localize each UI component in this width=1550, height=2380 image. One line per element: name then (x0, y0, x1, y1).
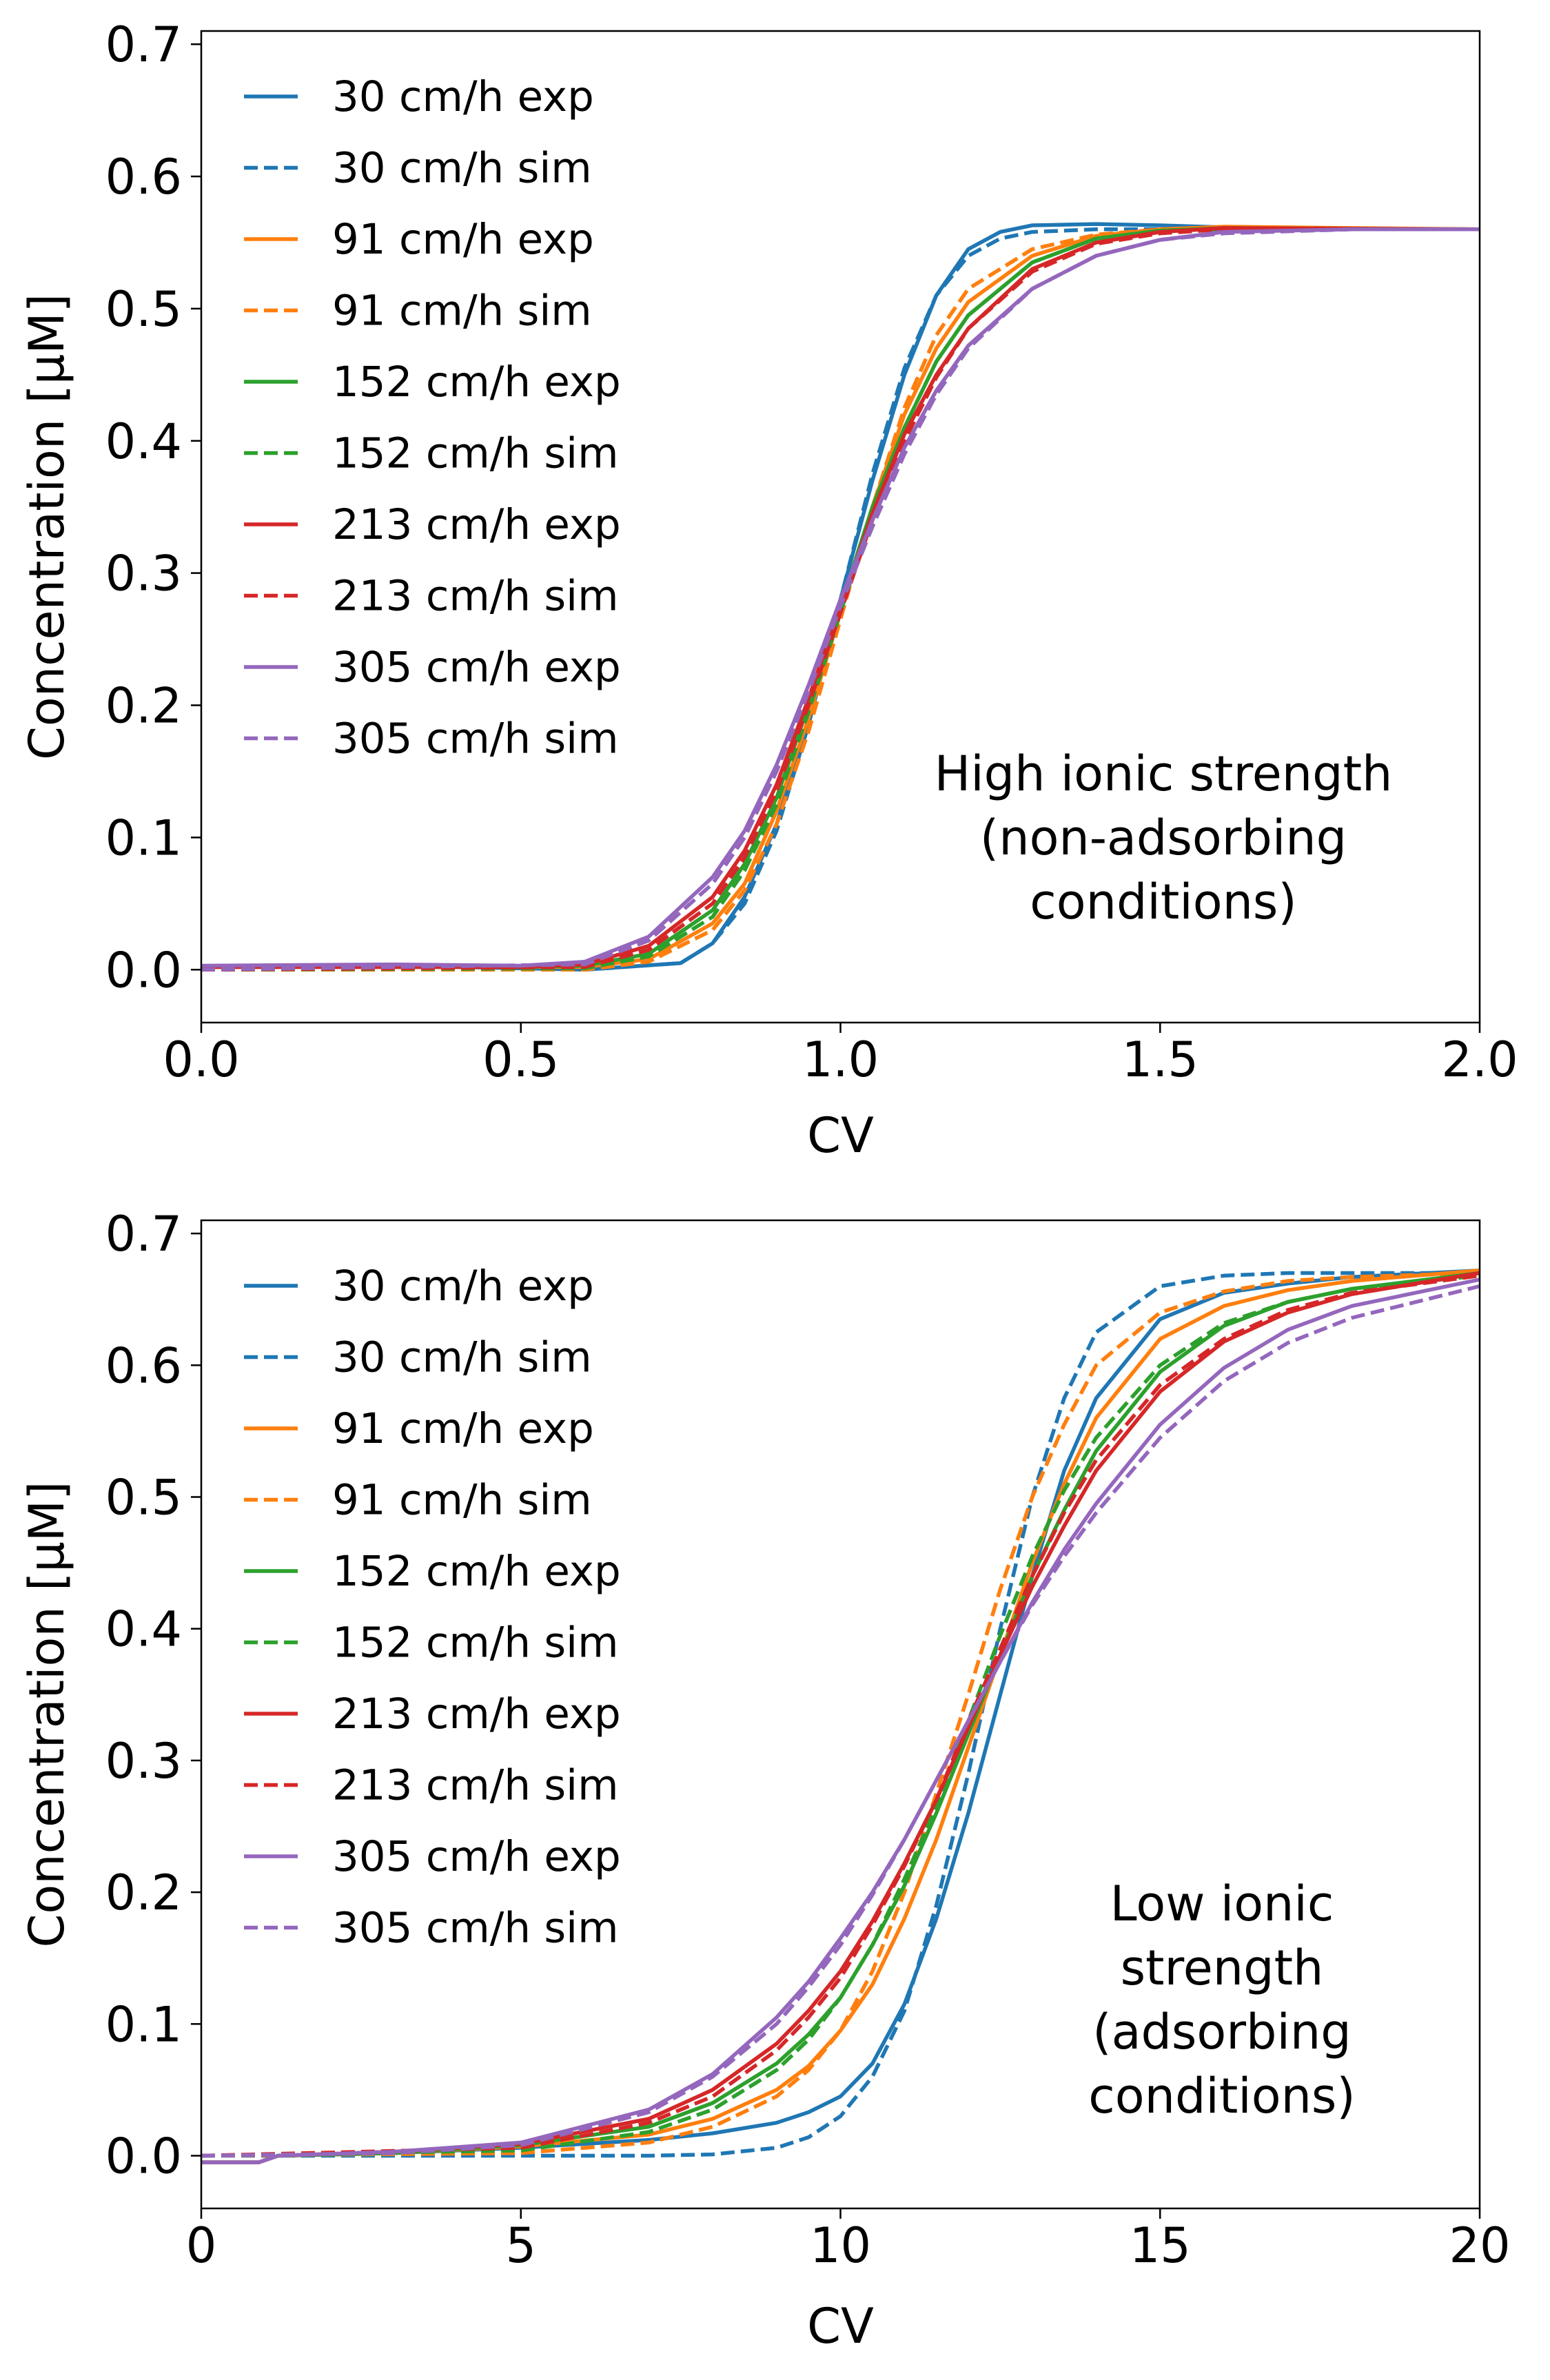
x-tick-label: 0.5 (482, 1032, 559, 1088)
x-tick-label: 5 (505, 2217, 536, 2274)
x-axis-label: CV (807, 1107, 874, 1164)
legend-label-91-cm-h-sim: 91 cm/h sim (332, 287, 592, 336)
x-tick-label: 1.0 (802, 1032, 879, 1088)
x-tick-label: 15 (1130, 2217, 1191, 2274)
series-lines (201, 222, 1480, 972)
series-line-305-cm-h-sim (201, 1284, 1480, 2158)
x-tick-label: 10 (810, 2217, 871, 2274)
series-line-213-cm-h-sim (201, 1273, 1480, 2158)
y-tick-label: 0.6 (105, 1337, 182, 1394)
legend-label-30-cm-h-exp: 30 cm/h exp (332, 1262, 594, 1311)
y-tick-label: 0.6 (105, 149, 182, 205)
y-tick-label: 0.7 (105, 1206, 182, 1262)
y-tick-label: 0.4 (105, 413, 182, 470)
y-tick-label: 0.5 (105, 281, 182, 338)
legend-label-152-cm-h-exp: 152 cm/h exp (332, 1547, 621, 1596)
x-tick-label: 20 (1449, 2217, 1510, 2274)
annotation-line: Low ionic (1110, 1876, 1334, 1932)
y-tick-label: 0.3 (105, 546, 182, 602)
chart-low-ionic-strength: 0 5 10 15 20 0.0 0.1 0.2 0.3 0.4 0.5 0.6 0.7 CV Concen… (19, 1206, 1511, 2355)
series-line-305-cm-h-sim (201, 227, 1480, 972)
y-tick-label: 0.2 (105, 1865, 182, 1921)
legend-label-305-cm-h-exp: 305 cm/h exp (332, 1832, 621, 1881)
y-axis-label: Concentration [μM] (19, 1481, 75, 1948)
legend-label-305-cm-h-exp: 305 cm/h exp (332, 643, 621, 692)
annotation-line: conditions) (1030, 874, 1296, 930)
annotation-line: (adsorbing (1092, 2004, 1351, 2060)
legend-label-305-cm-h-sim: 305 cm/h sim (332, 1904, 619, 1953)
legend-label-152-cm-h-sim: 152 cm/h sim (332, 1619, 619, 1668)
y-tick-label: 0.7 (105, 17, 182, 73)
legend-label-305-cm-h-sim: 305 cm/h sim (332, 715, 619, 763)
x-tick-label: 0.0 (163, 1032, 239, 1088)
series-line-91-cm-h-sim (201, 1271, 1480, 2158)
y-tick-label: 0.0 (105, 2128, 182, 2185)
legend-label-213-cm-h-sim: 213 cm/h sim (332, 1761, 619, 1810)
x-tick-label: 0 (186, 2217, 217, 2274)
legend: 30 cm/h exp 30 cm/h sim 91 cm/h exp 91 cm/h… (244, 1262, 621, 1953)
annotation-line: strength (1121, 1940, 1324, 1996)
x-axis-label: CV (807, 2298, 874, 2355)
legend-label-30-cm-h-sim: 30 cm/h sim (332, 1333, 592, 1382)
annotation-line: conditions) (1088, 2068, 1355, 2124)
series-lines (201, 1268, 1480, 2164)
chart-high-ionic-strength: 0.0 0.5 1.0 1.5 2.0 0.0 0.1 0.2 0.3 0.4 0.5 0.6 0.7 C… (19, 17, 1518, 1164)
series-line-30-cm-h-sim (201, 227, 1480, 972)
legend-label-213-cm-h-sim: 213 cm/h sim (332, 572, 619, 621)
x-tick-label: 1.5 (1122, 1032, 1199, 1088)
y-axis-label: Concentration [μM] (19, 294, 75, 760)
x-tick-label: 2.0 (1441, 1032, 1518, 1088)
legend-label-91-cm-h-sim: 91 cm/h sim (332, 1476, 592, 1525)
legend-label-152-cm-h-sim: 152 cm/h sim (332, 429, 619, 478)
y-tick-label: 0.5 (105, 1470, 182, 1526)
y-tick-label: 0.2 (105, 678, 182, 735)
legend-label-152-cm-h-exp: 152 cm/h exp (332, 358, 621, 407)
annotation-line: High ionic strength (935, 746, 1393, 802)
legend-label-91-cm-h-exp: 91 cm/h exp (332, 1404, 594, 1453)
y-tick-label: 0.1 (105, 1996, 182, 2053)
y-tick-label: 0.0 (105, 942, 182, 998)
legend: 30 cm/h exp 30 cm/h sim 91 cm/h exp 91 cm/h… (244, 72, 621, 763)
y-tick-label: 0.3 (105, 1733, 182, 1789)
series-line-30-cm-h-sim (201, 1271, 1480, 2158)
legend-label-30-cm-h-exp: 30 cm/h exp (332, 72, 594, 121)
annotation-line: (non-adsorbing (980, 810, 1347, 866)
legend-label-213-cm-h-exp: 213 cm/h exp (332, 500, 621, 549)
legend-label-213-cm-h-exp: 213 cm/h exp (332, 1690, 621, 1738)
y-tick-label: 0.4 (105, 1601, 182, 1658)
legend-label-30-cm-h-sim: 30 cm/h sim (332, 144, 592, 193)
y-tick-label: 0.1 (105, 810, 182, 866)
legend-label-91-cm-h-exp: 91 cm/h exp (332, 215, 594, 264)
